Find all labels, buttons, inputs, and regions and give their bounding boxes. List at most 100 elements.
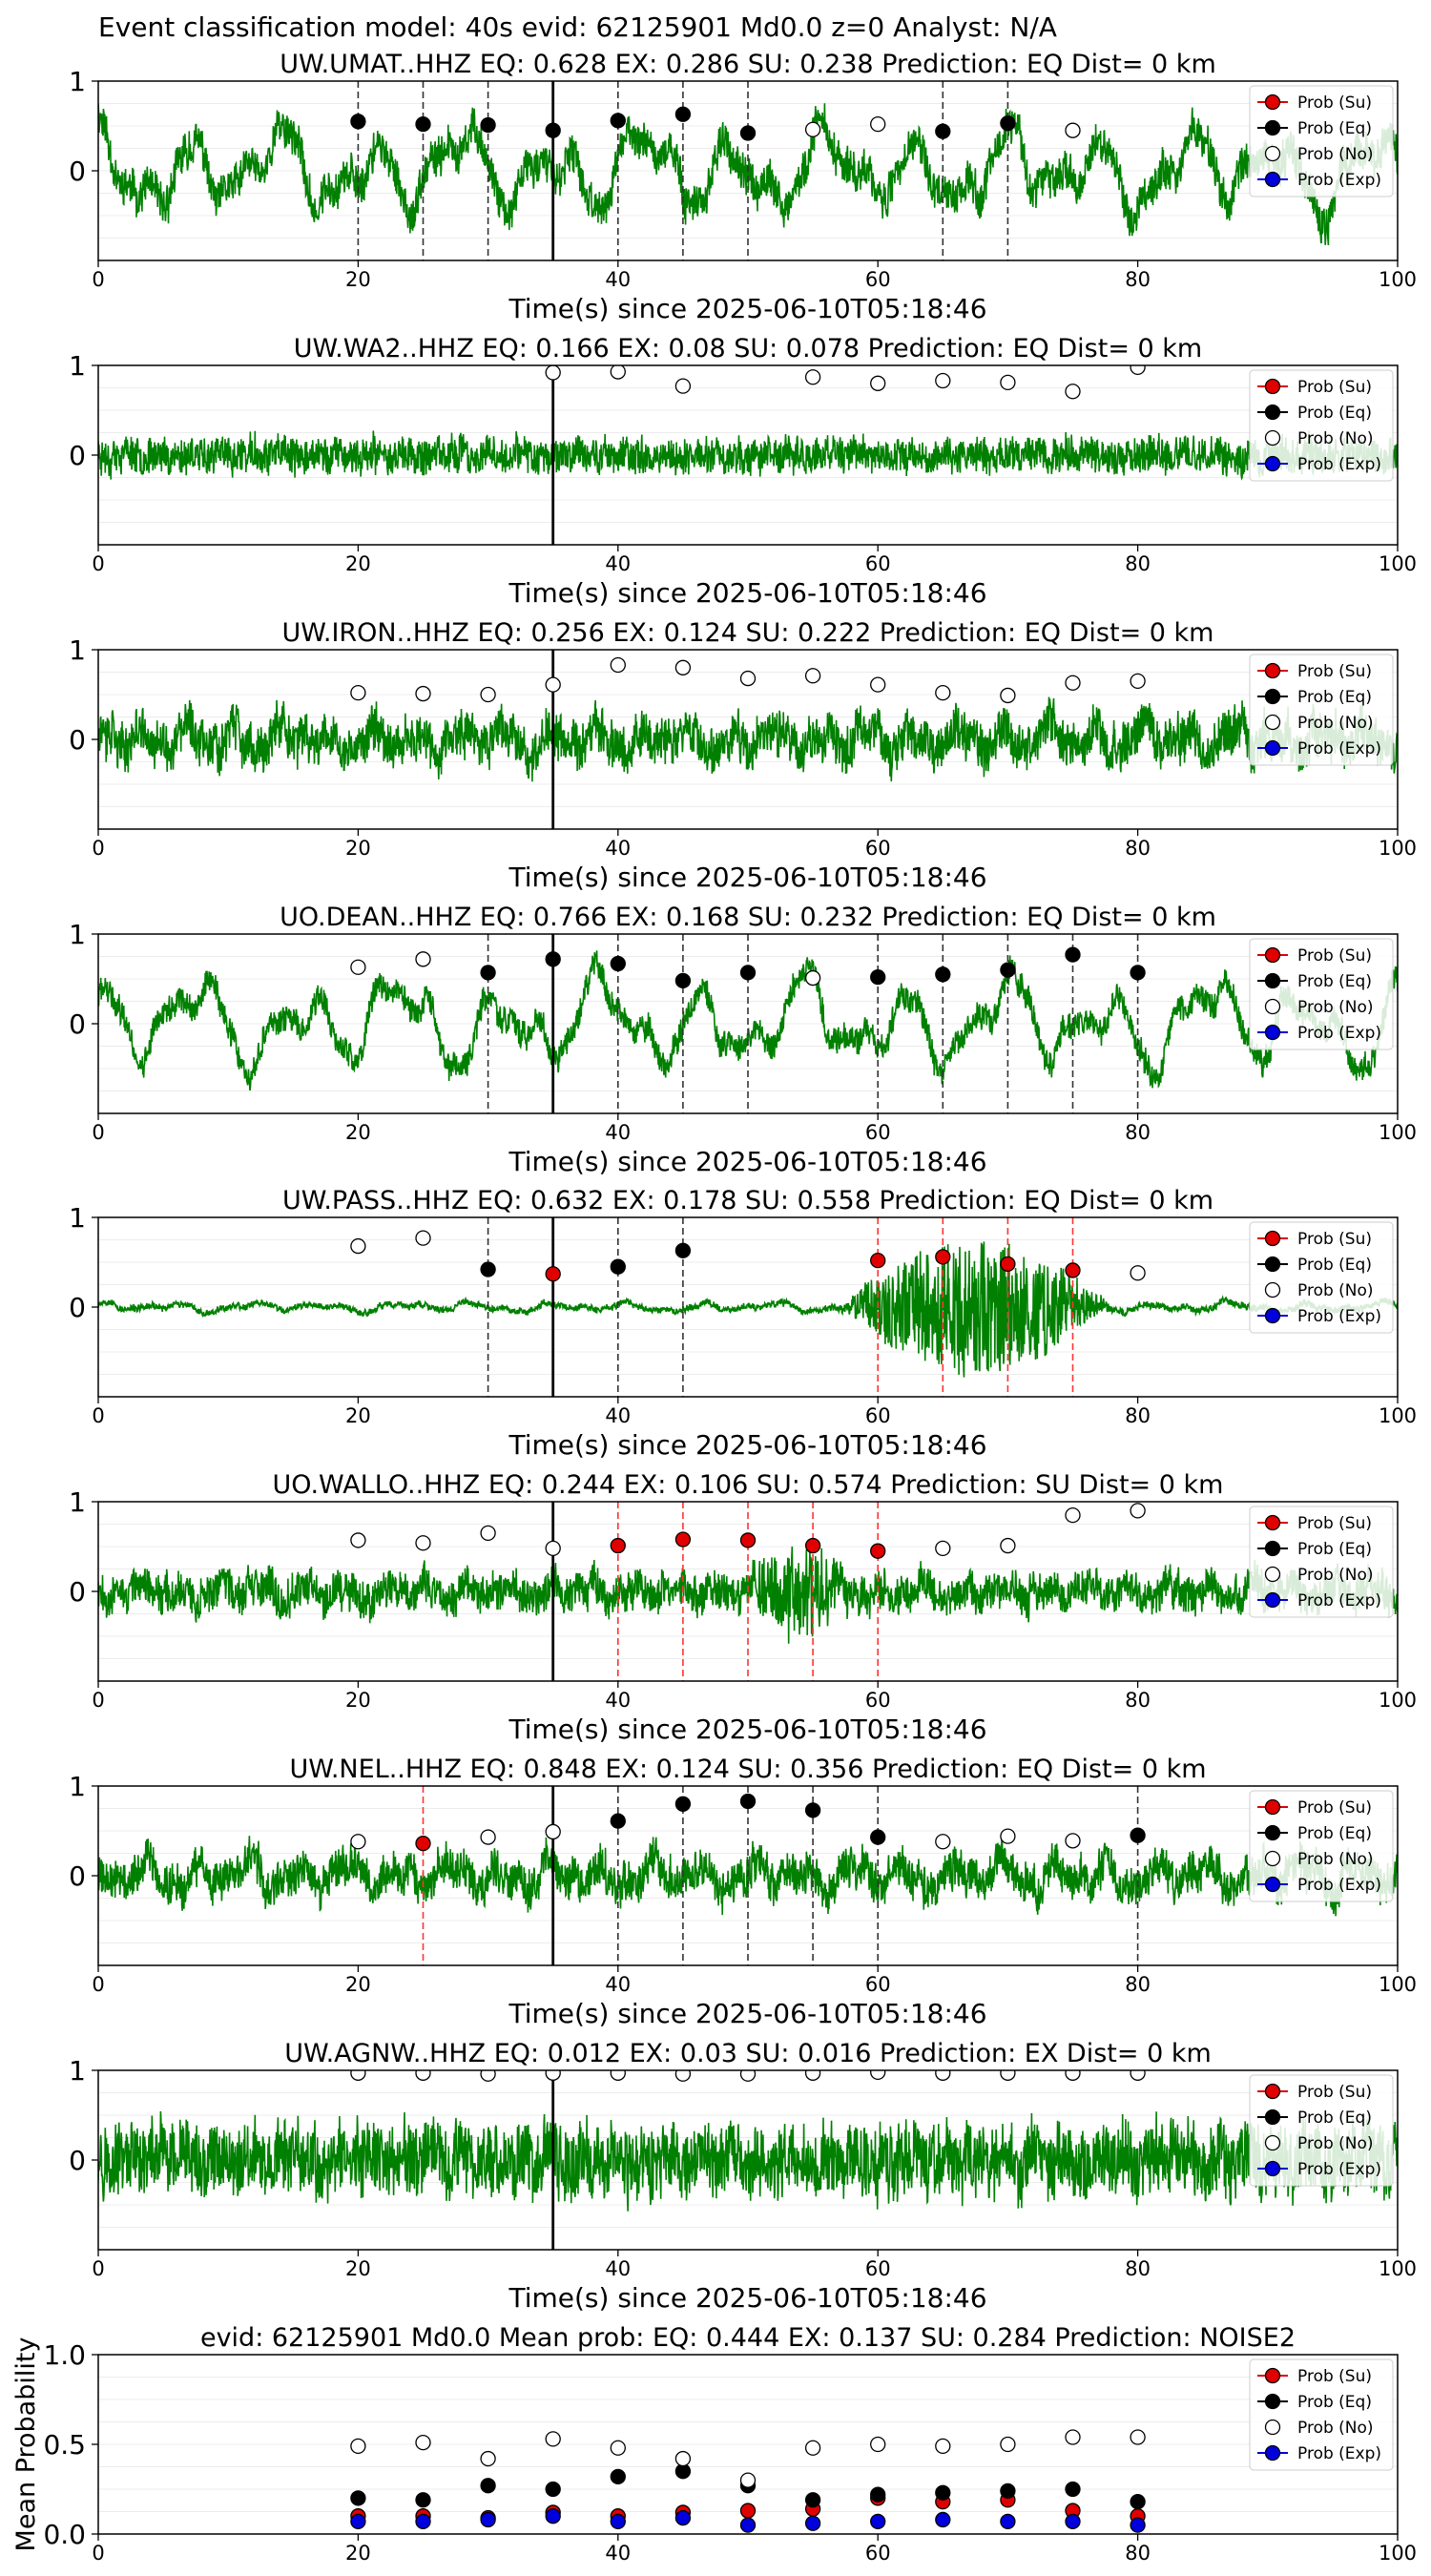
legend-marker-exp — [1264, 1876, 1281, 1893]
y-tick-label: 1 — [69, 66, 86, 97]
mean-point-eq — [1065, 2481, 1081, 2498]
prob-point-no — [350, 1237, 366, 1255]
legend-marker-no — [1264, 1850, 1281, 1867]
legend-label: Prob (No) — [1297, 145, 1374, 164]
legend-marker-exp — [1264, 2444, 1281, 2462]
mean-point-exp — [350, 2513, 366, 2529]
prob-point-eq — [1130, 1827, 1146, 1843]
y-tick-label: 0 — [69, 1860, 86, 1892]
legend-box — [1249, 2074, 1394, 2187]
prob-point-no — [480, 1829, 496, 1845]
prob-point-su — [545, 1266, 561, 1282]
x-axis-label: Time(s) since 2025-06-10T05:18:46 — [508, 1998, 986, 2029]
panel-9: evid: 62125901 Md0.0 Mean prob: EQ: 0.44… — [11, 2323, 1417, 2565]
x-tick-label: 100 — [1379, 268, 1417, 291]
legend-box — [1249, 2358, 1394, 2471]
prob-point-su — [870, 1252, 886, 1269]
prob-point-eq — [935, 966, 951, 983]
legend-marker-exp — [1264, 739, 1281, 757]
legend-label: Prob (No) — [1297, 998, 1374, 1017]
prob-point-eq — [480, 116, 496, 134]
prob-point-no — [545, 676, 561, 693]
panel-8: UW.AGNW..HHZ EQ: 0.012 EX: 0.03 SU: 0.01… — [69, 2039, 1417, 2314]
y-tick-label: 0 — [69, 1292, 86, 1323]
prob-point-no — [350, 1834, 366, 1850]
x-tick-label: 40 — [605, 2257, 631, 2280]
legend-marker-no — [1264, 145, 1281, 162]
legend: Prob (Su) Prob (Eq) Prob (No) Prob (Exp) — [1249, 1506, 1394, 1618]
y-tick-label: 0 — [69, 156, 86, 187]
prob-point-eq — [610, 1813, 626, 1829]
legend-marker-su — [1264, 93, 1281, 111]
prob-point-no — [1000, 2070, 1016, 2081]
y-tick-label: 1 — [69, 919, 86, 950]
figure-title: Event classification model: 40s evid: 62… — [98, 11, 1057, 43]
prob-point-su — [870, 1543, 886, 1559]
x-tick-label: 0 — [92, 2257, 104, 2280]
x-tick-label: 20 — [345, 268, 371, 291]
x-tick-label: 80 — [1125, 1121, 1151, 1144]
prob-point-eq — [674, 972, 692, 989]
mean-point-no — [1065, 2429, 1081, 2445]
prob-point-no — [350, 959, 366, 975]
mean-point-exp — [1000, 2513, 1016, 2529]
prob-point-no — [935, 1834, 951, 1850]
x-tick-label: 60 — [865, 268, 891, 291]
y-tick-label: 1 — [69, 634, 86, 666]
y-tick-label: 1 — [69, 2055, 86, 2087]
x-tick-label: 0 — [92, 2542, 104, 2565]
legend-box — [1249, 1221, 1394, 1334]
mean-point-su — [739, 2503, 757, 2519]
prob-point-no — [1065, 1506, 1081, 1524]
legend-marker-no — [1264, 2419, 1281, 2436]
legend: Prob (Su) Prob (Eq) Prob (No) Prob (Exp) — [1249, 369, 1394, 482]
legend: Prob (Su) Prob (Eq) Prob (No) Prob (Exp) — [1249, 1221, 1394, 1334]
x-axis-label: Time(s) since 2025-06-10T05:18:46 — [508, 577, 986, 609]
prob-point-eq — [935, 123, 951, 139]
legend-marker-eq — [1264, 2393, 1281, 2410]
prob-point-no — [1000, 374, 1016, 391]
prob-point-no — [350, 2070, 366, 2081]
prob-point-su — [935, 1249, 951, 1265]
x-axis-label: Time(s) since 2025-06-10T05:18:46 — [508, 862, 986, 893]
prob-point-no — [935, 2070, 951, 2081]
prob-point-no — [610, 2070, 626, 2081]
legend-marker-no — [1264, 1281, 1281, 1298]
legend-label: Prob (Su) — [1297, 1514, 1372, 1533]
x-tick-label: 20 — [345, 552, 371, 575]
legend-label: Prob (No) — [1297, 429, 1374, 448]
y-tick-label: 0.0 — [43, 2519, 86, 2550]
panel-3: UW.IRON..HHZ EQ: 0.256 EX: 0.124 SU: 0.2… — [69, 618, 1417, 893]
grid — [98, 1239, 1398, 1375]
prob-point-no — [545, 1540, 561, 1557]
legend-label: Prob (No) — [1297, 2419, 1374, 2438]
legend-label: Prob (No) — [1297, 714, 1374, 733]
legend-marker-exp — [1264, 2160, 1281, 2177]
legend-box — [1249, 938, 1394, 1050]
legend-marker-eq — [1264, 404, 1281, 421]
x-tick-label: 80 — [1125, 837, 1151, 860]
mean-point-no — [1000, 2436, 1016, 2453]
legend-label: Prob (Exp) — [1297, 455, 1381, 474]
mean-point-no — [350, 2438, 366, 2455]
mean-point-exp — [545, 2508, 561, 2524]
mean-point-no — [545, 2431, 561, 2447]
mean-point-exp — [674, 2509, 692, 2526]
legend-label: Prob (Eq) — [1297, 1256, 1372, 1275]
mean-point-no — [480, 2450, 496, 2467]
x-axis-label: Time(s) since 2025-06-10T05:18:46 — [508, 293, 986, 324]
legend-marker-eq — [1264, 1256, 1281, 1273]
prob-point-no — [804, 2070, 821, 2081]
legend-marker-su — [1264, 1230, 1281, 1247]
prob-point-no — [935, 372, 951, 389]
legend-marker-no — [1264, 1566, 1281, 1583]
prob-point-eq — [674, 1796, 692, 1812]
legend-marker-su — [1264, 1514, 1281, 1531]
prob-point-eq — [739, 1793, 757, 1810]
mean-point-no — [870, 2436, 886, 2453]
legend-box — [1249, 85, 1394, 197]
mean-point-eq — [870, 2486, 886, 2503]
prob-point-no — [415, 2070, 431, 2081]
prob-point-no — [480, 2070, 496, 2082]
panel-2: UW.WA2..HHZ EQ: 0.166 EX: 0.08 SU: 0.078… — [69, 334, 1417, 609]
